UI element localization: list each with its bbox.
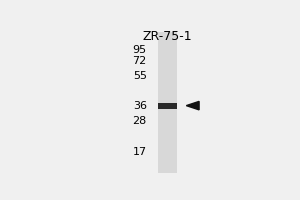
Text: 95: 95 [133,45,147,55]
Text: 28: 28 [133,116,147,126]
Polygon shape [186,101,199,110]
Text: 72: 72 [133,56,147,66]
Bar [158,103,177,109]
Text: 17: 17 [133,147,147,157]
Text: ZR-75-1: ZR-75-1 [143,30,193,43]
Text: 55: 55 [133,71,147,81]
Text: 36: 36 [133,101,147,111]
Bar [158,32,177,173]
